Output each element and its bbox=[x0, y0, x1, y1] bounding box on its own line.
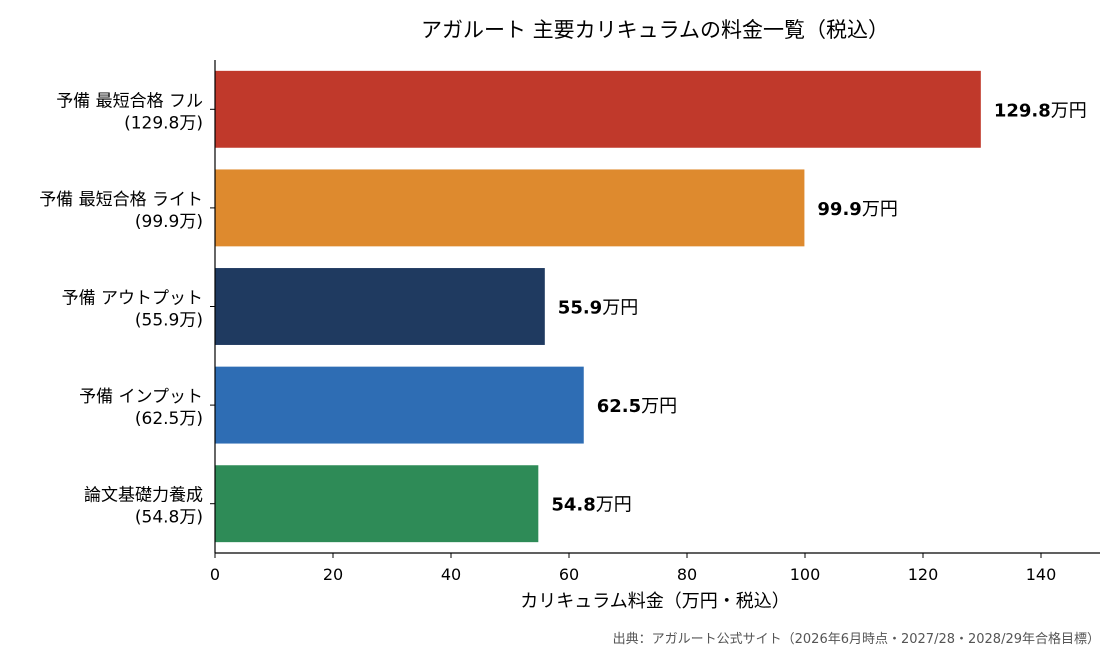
bar-3 bbox=[215, 366, 584, 444]
x-tick-label-1: 20 bbox=[323, 565, 343, 584]
y-tick-sublabel-2: (55.9万) bbox=[135, 311, 203, 331]
chart-title: アガルート 主要カリキュラムの料金一覧（税込） bbox=[421, 18, 889, 42]
bar-4 bbox=[215, 465, 539, 543]
y-tick-sublabel-4: (54.8万) bbox=[135, 508, 203, 528]
y-tick-sublabel-3: (62.5万) bbox=[135, 409, 203, 429]
y-tick-label-0: 予備 最短合格 フル bbox=[56, 91, 203, 111]
bars-layer: 129.8万円 99.9万円 55.9万円 62.5万円 54.8万円 bbox=[215, 70, 1087, 543]
source-note: 出典：アガルート公式サイト（2026年6月時点・2027/28・2028/29年… bbox=[613, 631, 1100, 647]
y-tick-label-2: 予備 アウトプット bbox=[62, 289, 203, 309]
x-tick-label-4: 80 bbox=[677, 565, 697, 584]
x-tick-label-7: 140 bbox=[1026, 565, 1057, 584]
x-tick-label-3: 60 bbox=[559, 565, 579, 584]
bar-value-label-2: 55.9万円 bbox=[558, 298, 638, 319]
bar-0 bbox=[215, 70, 981, 148]
y-tick-label-3: 予備 インプット bbox=[79, 387, 203, 407]
x-tick-label-2: 40 bbox=[441, 565, 461, 584]
bar-value-label-4: 54.8万円 bbox=[551, 495, 631, 516]
axes-layer: 予備 最短合格 フル(129.8万) 予備 最短合格 ライト(99.9万) 予備 ア… bbox=[39, 60, 1100, 584]
y-tick-sublabel-1: (99.9万) bbox=[135, 212, 203, 232]
x-tick-label-5: 100 bbox=[790, 565, 821, 584]
x-tick-label-0: 0 bbox=[210, 565, 220, 584]
bar-2 bbox=[215, 268, 545, 345]
bar-value-label-3: 62.5万円 bbox=[597, 396, 677, 417]
bar-value-label-0: 129.8万円 bbox=[994, 100, 1087, 121]
bar-value-label-1: 99.9万円 bbox=[817, 199, 897, 220]
x-tick-label-6: 120 bbox=[908, 565, 939, 584]
y-tick-label-4: 論文基礎力養成 bbox=[84, 486, 203, 506]
bar-1 bbox=[215, 169, 805, 247]
y-tick-label-1: 予備 最短合格 ライト bbox=[39, 190, 203, 210]
x-axis-title: カリキュラム料金（万円・税込） bbox=[520, 591, 789, 612]
y-tick-sublabel-0: (129.8万) bbox=[124, 113, 203, 133]
